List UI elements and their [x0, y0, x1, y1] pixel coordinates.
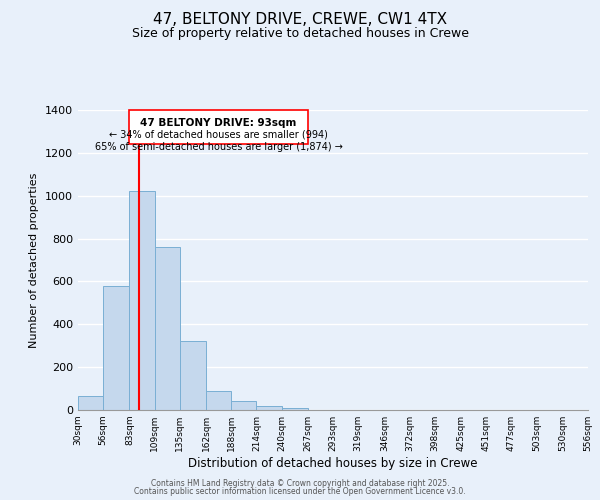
Bar: [78, 396, 103, 410]
Text: Size of property relative to detached houses in Crewe: Size of property relative to detached ho…: [131, 28, 469, 40]
Text: Contains public sector information licensed under the Open Government Licence v3: Contains public sector information licen…: [134, 487, 466, 496]
Text: Contains HM Land Registry data © Crown copyright and database right 2025.: Contains HM Land Registry data © Crown c…: [151, 478, 449, 488]
Bar: [256, 406, 281, 410]
Text: 65% of semi-detached houses are larger (1,874) →: 65% of semi-detached houses are larger (…: [95, 142, 343, 152]
Text: 47, BELTONY DRIVE, CREWE, CW1 4TX: 47, BELTONY DRIVE, CREWE, CW1 4TX: [153, 12, 447, 28]
Y-axis label: Number of detached properties: Number of detached properties: [29, 172, 40, 348]
Text: 47 BELTONY DRIVE: 93sqm: 47 BELTONY DRIVE: 93sqm: [140, 118, 297, 128]
Bar: [281, 408, 308, 410]
Bar: [103, 286, 130, 410]
Bar: [155, 247, 180, 410]
FancyBboxPatch shape: [130, 110, 308, 144]
Bar: [180, 342, 206, 410]
Bar: [130, 192, 155, 410]
Text: ← 34% of detached houses are smaller (994): ← 34% of detached houses are smaller (99…: [109, 130, 328, 140]
X-axis label: Distribution of detached houses by size in Crewe: Distribution of detached houses by size …: [188, 457, 478, 470]
Bar: [231, 401, 256, 410]
Bar: [206, 391, 231, 410]
